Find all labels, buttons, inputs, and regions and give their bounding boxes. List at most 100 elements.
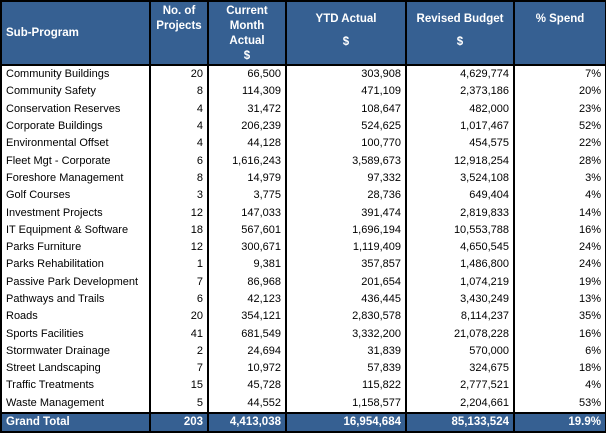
cell-spend: 3% bbox=[513, 169, 606, 188]
cell-ytd: 97,332 bbox=[285, 169, 407, 188]
cell-budget: 3,524,108 bbox=[405, 169, 515, 188]
cell-budget: 1,074,219 bbox=[405, 273, 515, 291]
header-revised-budget: Revised Budget $ bbox=[405, 0, 515, 66]
cell-name: Community Buildings bbox=[0, 65, 151, 84]
cell-name: Passive Park Development bbox=[0, 273, 151, 291]
cell-name: Waste Management bbox=[0, 394, 151, 413]
cell-budget: 324,675 bbox=[405, 360, 515, 378]
total-name: Grand Total bbox=[0, 411, 151, 433]
cell-name: IT Equipment & Software bbox=[0, 221, 151, 239]
table-row: Foreshore Management 8 14,979 97,332 3,524,1… bbox=[0, 169, 606, 188]
cell-spend: 24% bbox=[513, 256, 606, 274]
header-current-month: Current Month Actual $ bbox=[207, 0, 287, 66]
cell-spend: 23% bbox=[513, 100, 606, 118]
cell-spend: 7% bbox=[513, 65, 606, 84]
header-sub-program: Sub-Program bbox=[0, 0, 151, 66]
cell-current: 300,671 bbox=[207, 238, 287, 257]
cell-projects: 3 bbox=[149, 187, 209, 205]
total-current: 4,413,038 bbox=[207, 411, 287, 433]
cell-name: Stormwater Drainage bbox=[0, 342, 151, 361]
cell-current: 9,381 bbox=[207, 256, 287, 274]
header-spend: % Spend bbox=[513, 0, 606, 66]
cell-projects: 7 bbox=[149, 360, 209, 378]
cell-name: Parks Rehabilitation bbox=[0, 256, 151, 274]
header-spend-label: % Spend bbox=[535, 13, 585, 25]
cell-spend: 14% bbox=[513, 204, 606, 222]
cell-name: Traffic Treatments bbox=[0, 377, 151, 395]
cell-ytd: 31,839 bbox=[285, 342, 407, 361]
table-row: Roads 20 354,121 2,830,578 8,114,237 35% bbox=[0, 308, 606, 326]
cell-current: 44,128 bbox=[207, 135, 287, 153]
cell-name: Street Landscaping bbox=[0, 360, 151, 378]
cell-budget: 482,000 bbox=[405, 100, 515, 118]
table-row: Environmental Offset 4 44,128 100,770 454,57… bbox=[0, 135, 606, 153]
table-row: Conservation Reserves 4 31,472 108,647 482,0… bbox=[0, 100, 606, 118]
cell-projects: 41 bbox=[149, 325, 209, 343]
cell-projects: 12 bbox=[149, 204, 209, 222]
header-ytd-actual: YTD Actual $ bbox=[285, 0, 407, 66]
cell-current: 44,552 bbox=[207, 394, 287, 413]
cell-projects: 7 bbox=[149, 273, 209, 291]
cell-budget: 649,404 bbox=[405, 187, 515, 205]
cell-spend: 16% bbox=[513, 221, 606, 239]
cell-ytd: 436,445 bbox=[285, 290, 407, 309]
cell-budget: 2,777,521 bbox=[405, 377, 515, 395]
header-budget-unit: $ bbox=[456, 36, 464, 48]
cell-projects: 6 bbox=[149, 290, 209, 309]
cell-name: Parks Furniture bbox=[0, 238, 151, 257]
cell-name: Fleet Mgt - Corporate bbox=[0, 152, 151, 170]
cell-current: 114,309 bbox=[207, 83, 287, 101]
cell-budget: 4,650,545 bbox=[405, 238, 515, 257]
cell-ytd: 524,625 bbox=[285, 117, 407, 136]
cell-spend: 35% bbox=[513, 308, 606, 326]
cell-budget: 21,078,228 bbox=[405, 325, 515, 343]
cell-current: 14,979 bbox=[207, 169, 287, 188]
table-row: Community Safety 8 114,309 471,109 2,373,186… bbox=[0, 83, 606, 101]
header-ytd-unit: $ bbox=[342, 36, 350, 48]
cell-spend: 18% bbox=[513, 360, 606, 378]
header-projects-line1: No. of bbox=[162, 5, 196, 17]
grand-total-row: Grand Total 203 4,413,038 16,954,684 85,133,… bbox=[0, 411, 606, 433]
header-row: Sub-Program No. of Projects Current Mont… bbox=[0, 0, 606, 66]
table-row: Sports Facilities 41 681,549 3,332,200 21,07… bbox=[0, 325, 606, 343]
cell-current: 206,239 bbox=[207, 117, 287, 136]
cell-name: Foreshore Management bbox=[0, 169, 151, 188]
cell-current: 86,968 bbox=[207, 273, 287, 291]
table-row: Stormwater Drainage 2 24,694 31,839 570,000 6… bbox=[0, 342, 606, 361]
cell-spend: 6% bbox=[513, 342, 606, 361]
cell-ytd: 28,736 bbox=[285, 187, 407, 205]
cell-ytd: 3,332,200 bbox=[285, 325, 407, 343]
table-row: Corporate Buildings 4 206,239 524,625 1,017,… bbox=[0, 117, 606, 136]
table-row: Community Buildings 20 66,500 303,908 4,629,… bbox=[0, 65, 606, 84]
header-projects: No. of Projects bbox=[149, 0, 209, 66]
cell-name: Roads bbox=[0, 308, 151, 326]
cell-spend: 4% bbox=[513, 377, 606, 395]
cell-spend: 28% bbox=[513, 152, 606, 170]
cell-current: 10,972 bbox=[207, 360, 287, 378]
cell-name: Sports Facilities bbox=[0, 325, 151, 343]
cell-budget: 12,918,254 bbox=[405, 152, 515, 170]
cell-projects: 8 bbox=[149, 83, 209, 101]
cell-spend: 19% bbox=[513, 273, 606, 291]
cell-ytd: 3,589,673 bbox=[285, 152, 407, 170]
cell-ytd: 303,908 bbox=[285, 65, 407, 84]
cell-current: 3,775 bbox=[207, 187, 287, 205]
cell-projects: 1 bbox=[149, 256, 209, 274]
cell-ytd: 201,654 bbox=[285, 273, 407, 291]
table-row: Parks Furniture 12 300,671 1,119,409 4,650,5… bbox=[0, 238, 606, 257]
header-projects-line2: Projects bbox=[156, 20, 202, 32]
cell-name: Investment Projects bbox=[0, 204, 151, 222]
header-budget-label: Revised Budget bbox=[416, 13, 504, 25]
cell-budget: 10,553,788 bbox=[405, 221, 515, 239]
cell-projects: 4 bbox=[149, 135, 209, 153]
cell-ytd: 1,158,577 bbox=[285, 394, 407, 413]
cell-current: 681,549 bbox=[207, 325, 287, 343]
cell-projects: 20 bbox=[149, 308, 209, 326]
table-row: Parks Rehabilitation 1 9,381 357,857 1,486,8… bbox=[0, 256, 606, 274]
cell-projects: 20 bbox=[149, 65, 209, 84]
cell-projects: 4 bbox=[149, 117, 209, 136]
cell-name: Pathways and Trails bbox=[0, 290, 151, 309]
cell-projects: 12 bbox=[149, 238, 209, 257]
cell-spend: 24% bbox=[513, 238, 606, 257]
table-row: Street Landscaping 7 10,972 57,839 324,675 18… bbox=[0, 360, 606, 378]
